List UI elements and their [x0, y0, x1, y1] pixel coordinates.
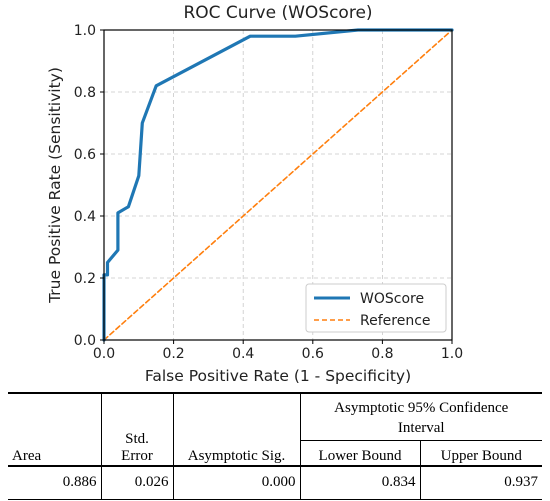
header-upper-bound: Upper Bound — [419, 440, 542, 467]
table-row: 0.886 0.026 0.000 0.834 0.937 — [8, 465, 542, 500]
header-std-error: Std. Error — [100, 392, 174, 467]
x-tick-label: 0.6 — [302, 346, 324, 362]
y-tick-label: 0.2 — [74, 271, 96, 287]
x-axis-label: False Positive Rate (1 - Specificity) — [145, 367, 411, 385]
header-asymptotic-sig: Asymptotic Sig. — [172, 392, 301, 467]
x-tick-label: 0.2 — [162, 346, 184, 362]
header-area: Area — [8, 392, 102, 467]
cell-lower-bound: 0.834 — [299, 465, 421, 500]
tick-layer: 0.0 0.2 0.4 0.6 0.8 1.0 0.0 0.2 0.4 0.6 0.8 1.0 — [74, 23, 463, 362]
y-tick-label: 0.6 — [74, 147, 96, 163]
header-lower-bound: Lower Bound — [299, 440, 421, 467]
y-axis-label: True Positive Rate (Sensitivity) — [46, 67, 64, 304]
header-std-error-line2: Error — [121, 448, 153, 464]
x-tick-label: 0.0 — [93, 346, 115, 362]
roc-chart: 0.0 0.2 0.4 0.6 0.8 1.0 0.0 0.2 0.4 0.6 0.8 1.0 ROC… — [46, 3, 463, 385]
series-layer — [102, 28, 454, 342]
plot-area-frame — [103, 29, 453, 341]
legend: WOScore Reference — [305, 283, 447, 333]
y-tick-label: 0.8 — [74, 85, 96, 101]
y-tick-label: 1.0 — [74, 23, 96, 39]
y-tick-label: 0.0 — [74, 333, 96, 349]
chart-title: ROC Curve (WOScore) — [183, 3, 372, 23]
legend-label-woscore: WOScore — [360, 291, 424, 307]
legend-label-reference: Reference — [360, 313, 431, 329]
y-tick-label: 0.4 — [74, 209, 96, 225]
x-tick-label: 1.0 — [441, 346, 463, 362]
series-line-reference — [103, 29, 453, 341]
header-std-error-line1: Std. — [125, 431, 149, 447]
cell-area: 0.886 — [8, 465, 102, 500]
header-confidence-interval: Asymptotic 95% Confidence Interval — [299, 392, 542, 441]
cell-asymptotic-sig: 0.000 — [172, 465, 301, 500]
cell-std-error: 0.026 — [100, 465, 174, 500]
x-tick-label: 0.4 — [232, 346, 254, 362]
cell-upper-bound: 0.937 — [419, 465, 542, 500]
roc-statistics-table: Area Std. Error Asymptotic Sig. Asymptot… — [8, 392, 542, 500]
roc-chart-svg: 0.0 0.2 0.4 0.6 0.8 1.0 0.0 0.2 0.4 0.6 0.8 1.0 ROC… — [46, 3, 463, 385]
x-tick-label: 0.8 — [371, 346, 393, 362]
series-line-woscore — [102, 28, 454, 342]
